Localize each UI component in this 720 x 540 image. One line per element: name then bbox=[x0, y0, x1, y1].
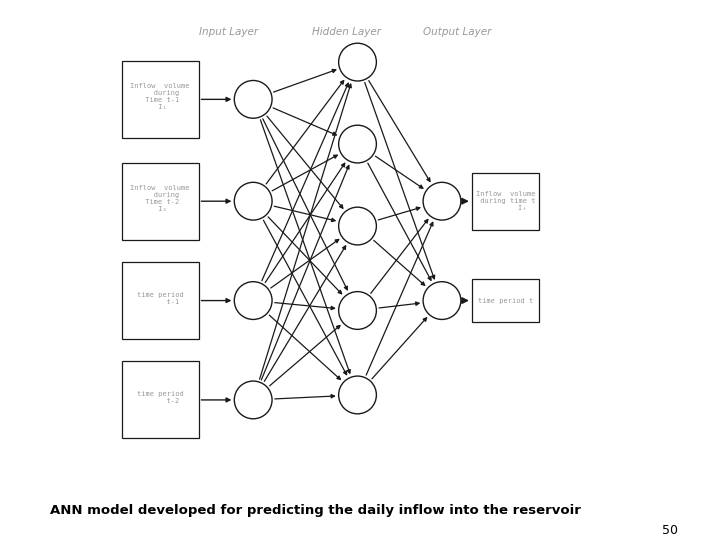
Text: Inflow  volume
   during
 Time t-1
 I₁: Inflow volume during Time t-1 I₁ bbox=[130, 83, 190, 110]
Circle shape bbox=[234, 80, 272, 118]
Text: Input Layer: Input Layer bbox=[199, 28, 258, 37]
Circle shape bbox=[423, 282, 461, 320]
Circle shape bbox=[338, 292, 377, 329]
Text: Output Layer: Output Layer bbox=[423, 28, 491, 37]
Text: Inflow  volume
   during
 Time t-2
 I₂: Inflow volume during Time t-2 I₂ bbox=[130, 185, 190, 212]
FancyBboxPatch shape bbox=[122, 361, 199, 438]
Circle shape bbox=[338, 376, 377, 414]
FancyBboxPatch shape bbox=[472, 173, 539, 230]
Text: time period
      t-2: time period t-2 bbox=[137, 391, 184, 404]
Circle shape bbox=[234, 282, 272, 320]
Circle shape bbox=[338, 207, 377, 245]
Circle shape bbox=[423, 183, 461, 220]
FancyBboxPatch shape bbox=[472, 280, 539, 322]
FancyBboxPatch shape bbox=[122, 262, 199, 339]
Text: 50: 50 bbox=[662, 524, 678, 537]
Circle shape bbox=[234, 183, 272, 220]
Text: time period
      t-1: time period t-1 bbox=[137, 292, 184, 305]
Text: ANN model developed for predicting the daily inflow into the reservoir: ANN model developed for predicting the d… bbox=[50, 504, 581, 517]
Circle shape bbox=[338, 43, 377, 81]
Text: Hidden Layer: Hidden Layer bbox=[312, 28, 381, 37]
Circle shape bbox=[234, 381, 272, 419]
FancyBboxPatch shape bbox=[122, 61, 199, 138]
Text: Inflow  volume
 during time t
        Iₜ: Inflow volume during time t Iₜ bbox=[476, 191, 535, 211]
FancyBboxPatch shape bbox=[122, 163, 199, 240]
Circle shape bbox=[338, 125, 377, 163]
Text: time period t: time period t bbox=[477, 298, 533, 303]
